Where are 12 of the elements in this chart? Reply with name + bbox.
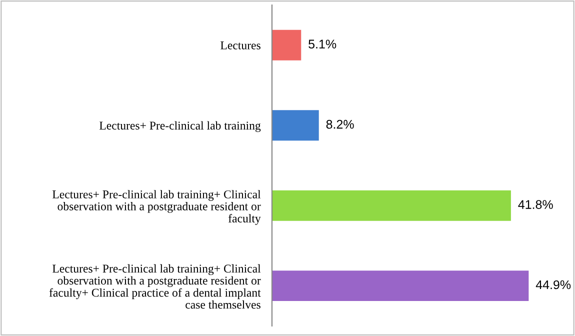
bar	[272, 30, 302, 60]
data-label: 5.1%	[308, 40, 336, 49]
y-tick-label: Lectures	[220, 42, 260, 50]
bar	[272, 270, 529, 302]
bar	[272, 190, 511, 221]
y-tick-label: Lectures+ Pre-clinical lab training+ Clinical observation with a postgraduate resident or faculty	[52, 190, 261, 225]
data-label: 8.2%	[326, 120, 354, 129]
data-label: 44.9%	[536, 280, 571, 290]
y-tick-label: Lectures+ Pre-clinical lab training	[100, 121, 261, 132]
data-label: 41.8%	[518, 200, 553, 209]
y-tick-label: Lectures+ Pre-clinical lab training+ Clinical observation with a postgraduate resident or faculty+ Clinical practice of a dental implant case themselves	[49, 264, 261, 309]
bar	[272, 110, 319, 141]
